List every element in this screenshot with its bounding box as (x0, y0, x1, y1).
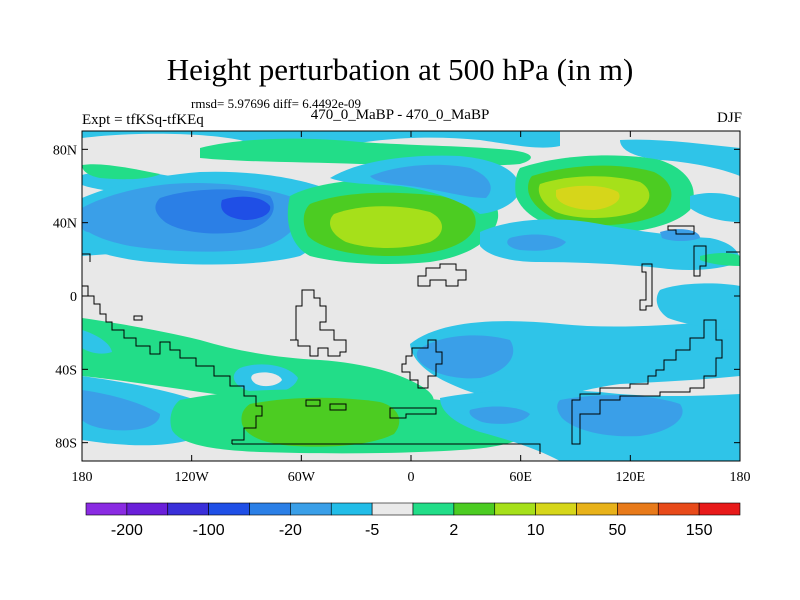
contour-fill (82, 164, 160, 180)
coastline (401, 339, 443, 389)
plot-area (82, 131, 740, 461)
coastline (417, 263, 467, 287)
x-axis: 180 120W 60W 0 60E 120E 180 (72, 131, 751, 485)
colorbar-label: -100 (193, 522, 225, 539)
colorbar-swatch (126, 502, 169, 516)
y-tick-label: 80S (55, 437, 77, 452)
colorbar-swatch (208, 502, 250, 516)
y-tick-label: 80N (53, 143, 77, 158)
coastline (389, 407, 437, 419)
contour-fill-group-south (82, 283, 740, 461)
colorbar-label: 2 (449, 522, 458, 539)
coastline (329, 403, 347, 411)
contour-fill (82, 330, 112, 354)
contour-fill (700, 253, 740, 266)
coastline (667, 225, 695, 235)
contour-fill (330, 206, 442, 248)
contour-fill (469, 406, 530, 424)
colorbar-swatch (412, 502, 455, 516)
colorbar-swatch (371, 502, 414, 516)
colorbar-swatch (535, 502, 577, 516)
experiment-label: Expt = tfKSq-tfKEq (82, 112, 204, 128)
colorbar-label: -20 (279, 522, 302, 539)
x-tick-label: 60W (288, 470, 316, 485)
coastline (290, 289, 347, 357)
contour-fill (82, 212, 96, 233)
contour-fill (620, 139, 740, 176)
contour-fill (221, 196, 271, 220)
coastline (639, 263, 653, 311)
coastline-group (82, 225, 740, 454)
contour-fill (507, 234, 566, 251)
contour-fill (251, 372, 282, 387)
contour-fill (480, 219, 740, 270)
colorbar: -200 -100 -20 -5 2 10 50 150 (85, 502, 741, 539)
contour-fill (241, 397, 400, 447)
coastline (305, 399, 321, 407)
colorbar-label: 150 (686, 522, 713, 539)
colorbar-label: -5 (365, 522, 379, 539)
contour-fill-group (82, 131, 740, 270)
contour-fill (82, 232, 110, 256)
x-tick-label: 60E (509, 470, 532, 485)
contour-fill (82, 390, 160, 431)
colorbar-swatch (657, 502, 700, 516)
y-tick-label: 40N (53, 217, 77, 232)
contour-fill (370, 164, 491, 198)
center-label: 470_0_MaBP - 470_0_MaBP (310, 107, 490, 123)
y-tick-label: 0 (70, 290, 77, 305)
colorbar-swatch (85, 502, 128, 516)
contour-fill (416, 335, 514, 379)
x-tick-label: 180 (730, 470, 751, 485)
colorbar-label: -200 (111, 522, 143, 539)
colorbar-swatch (698, 502, 741, 516)
contour-fill (660, 229, 700, 241)
coastline (232, 443, 541, 454)
colorbar-swatch (576, 502, 618, 516)
colorbar-swatch (494, 502, 536, 516)
colorbar-swatch (617, 502, 659, 516)
coastline (693, 245, 707, 277)
chart-title: Height perturbation at 500 hPa (in m) (166, 52, 634, 87)
x-tick-label: 120W (175, 470, 210, 485)
stats-text: rmsd= 5.97696 diff= 6.4492e-09 (191, 96, 362, 111)
colorbar-swatch (453, 502, 496, 516)
contour-fill (690, 192, 740, 222)
y-axis: 80N 40N 0 40S 80S (53, 143, 740, 452)
colorbar-label: 50 (608, 522, 626, 539)
x-tick-label: 0 (408, 470, 415, 485)
season-label: DJF (716, 110, 742, 126)
y-tick-label: 40S (55, 363, 77, 378)
coastline (571, 319, 723, 445)
x-tick-label: 120E (616, 470, 646, 485)
contour-fill (556, 185, 620, 210)
colorbar-swatch (330, 502, 373, 516)
colorbar-swatch (167, 502, 209, 516)
colorbar-swatch (290, 502, 332, 516)
coastline (82, 253, 91, 262)
coastline (82, 285, 263, 444)
colorbar-swatch (249, 502, 291, 516)
contour-fill (557, 395, 683, 437)
x-tick-label: 180 (72, 470, 93, 485)
colorbar-label: 10 (527, 522, 545, 539)
coastline (133, 315, 143, 321)
contour-fill (656, 283, 740, 330)
